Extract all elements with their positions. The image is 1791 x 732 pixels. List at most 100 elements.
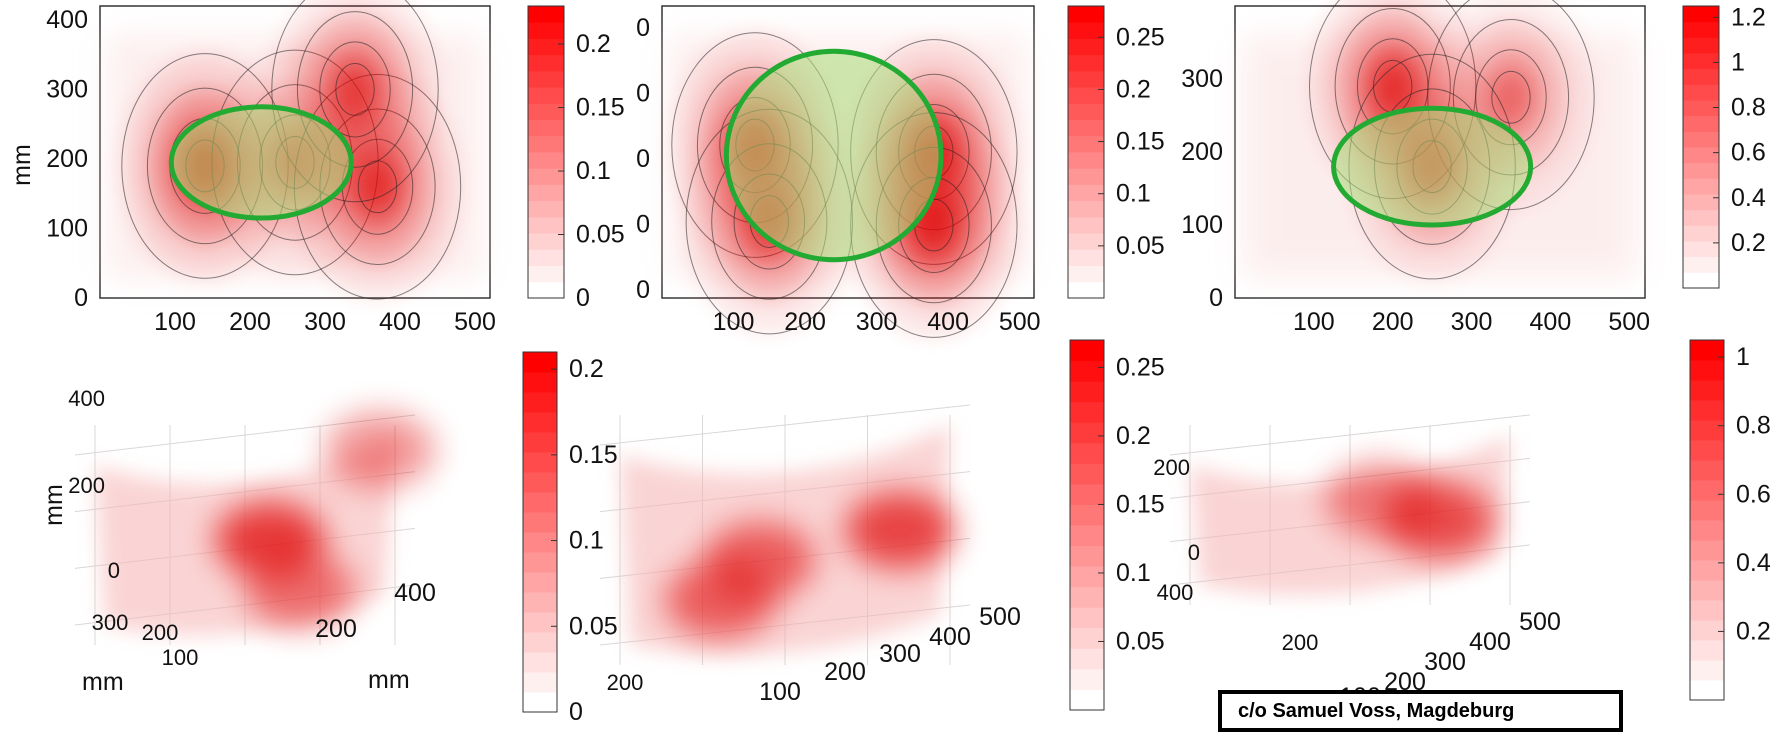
colorbar-step (1070, 401, 1104, 423)
colorbar-step (1683, 256, 1719, 273)
surface-hotspot (1325, 462, 1435, 538)
colorbar-step (528, 54, 564, 72)
colorbar-step (1683, 225, 1719, 242)
y-tick-label: 100 (162, 645, 199, 670)
colorbar-tick-label: 1.2 (1731, 3, 1766, 31)
colorbar-step (1683, 241, 1719, 258)
colorbar-step (1690, 540, 1724, 561)
colorbar-step (1683, 194, 1719, 211)
colorbar-tick-label: 0.4 (1736, 549, 1771, 577)
x-tick-label: 400 (929, 623, 971, 651)
grid-line (599, 404, 971, 446)
surface-panel-6: 0200100200300400500200400 (1153, 414, 1561, 711)
colorbar-step (1070, 381, 1104, 403)
colorbar-step (528, 233, 564, 250)
x-tick-label: 100 (1293, 308, 1335, 336)
colorbar-step (1690, 520, 1724, 541)
y-tick-label: 200 (46, 145, 88, 173)
colorbar-step (528, 152, 564, 169)
colorbar-step (1068, 216, 1104, 234)
colorbar-step (528, 70, 564, 88)
x-tick-label: 500 (454, 308, 496, 336)
roi-ellipse (723, 48, 944, 263)
colorbar-step (1068, 200, 1104, 218)
roi-ellipse (1331, 105, 1534, 228)
x-tick-label: 200 (784, 308, 826, 336)
colorbar-step (528, 135, 564, 153)
colorbar-tick-label: 0 (569, 698, 583, 725)
colorbar-step (1068, 54, 1104, 72)
colorbar-step (528, 22, 564, 39)
colorbar-step (1690, 680, 1724, 701)
colorbar-step (1068, 135, 1104, 153)
colorbar-step (1070, 504, 1104, 526)
colorbar-step (1690, 460, 1724, 481)
colorbar-step (1683, 209, 1719, 226)
colorbar-step (523, 632, 557, 653)
colorbar-step (1068, 87, 1104, 104)
colorbar-tick-label: 1 (1736, 343, 1750, 371)
x-tick-label: 500 (1608, 308, 1650, 336)
x-tick-label: 300 (1424, 648, 1466, 676)
colorbar-tick-label: 0.1 (576, 157, 611, 185)
colorbar-frame (1069, 339, 1105, 711)
overlay-layer-2 (723, 48, 944, 263)
colorbar-step (1068, 38, 1104, 56)
colorbar-tick-label: 0.2 (1731, 229, 1766, 257)
colorbar-step (523, 612, 557, 633)
y-tick-label: 200 (1282, 630, 1319, 655)
colorbar-step (1068, 70, 1104, 88)
ylabel-1: mm (8, 144, 36, 186)
surface-layer-6 (1190, 435, 1510, 595)
surface-layer-5 (620, 425, 955, 655)
y-tick-label: 100 (46, 214, 88, 242)
colorbar-step (1683, 100, 1719, 117)
y-tick-label: 400 (46, 6, 88, 34)
colorbar-tick-label: 0.1 (1116, 180, 1151, 208)
colorbar-tick-label: 0.2 (576, 30, 611, 58)
colorbar-step (1690, 600, 1724, 621)
surface-hotspot (665, 562, 775, 638)
colorbar-step (1068, 152, 1104, 169)
colorbar-step (1068, 281, 1104, 299)
x-tick-label: 200 (229, 308, 271, 336)
colorbar-tick-label: 0.2 (1116, 422, 1151, 450)
colorbar-step (1683, 162, 1719, 179)
colorbar-tick-label: 0.05 (1116, 232, 1165, 260)
contour-line (319, 41, 391, 138)
colorbar-step (1070, 668, 1104, 690)
colorbar-step (1068, 22, 1104, 39)
colorbar-step (528, 168, 564, 185)
colorbar-tick-label: 0.8 (1736, 412, 1771, 440)
colorbar-step (523, 652, 557, 673)
colorbar-1: 0 0.05 0.1 0.15 0.2 (527, 5, 625, 312)
colorbar-tick-label: 1 (1731, 48, 1745, 76)
colorbar-step (1068, 265, 1104, 283)
x-tick-label: 200 (1372, 308, 1414, 336)
xlabel-4: mm (368, 666, 410, 694)
colorbar-step (523, 492, 557, 513)
colorbar-6: 0.2 0.4 0.6 0.8 1 (1689, 339, 1771, 701)
colorbar-step (1070, 586, 1104, 608)
colorbar-step (523, 392, 557, 413)
colorbar-step (1690, 440, 1724, 461)
colorbar-tick-label: 0.05 (569, 612, 618, 640)
colorbar-step (1690, 620, 1724, 641)
colorbar-step (1068, 6, 1104, 23)
colorbar-step (1683, 68, 1719, 85)
colorbar-3: 0.2 0.4 0.6 0.8 1 1.2 (1682, 3, 1766, 289)
colorbar-step (1690, 360, 1724, 381)
z-tick-label: 0 (1188, 540, 1200, 565)
colorbar-step (528, 119, 564, 137)
colorbar-5: 0.05 0.1 0.15 0.2 0.25 (1069, 339, 1165, 711)
colorbar-step (523, 592, 557, 613)
colorbar-frame (1682, 5, 1720, 289)
colorbar-step (1683, 53, 1719, 70)
roi-ellipse (168, 104, 354, 221)
colorbar-step (528, 249, 564, 267)
colorbar-step (1070, 627, 1104, 649)
colorbar-step (1070, 648, 1104, 670)
colorbar-step (1690, 560, 1724, 581)
colorbar-step (523, 692, 557, 713)
colorbar-step (1068, 103, 1104, 121)
